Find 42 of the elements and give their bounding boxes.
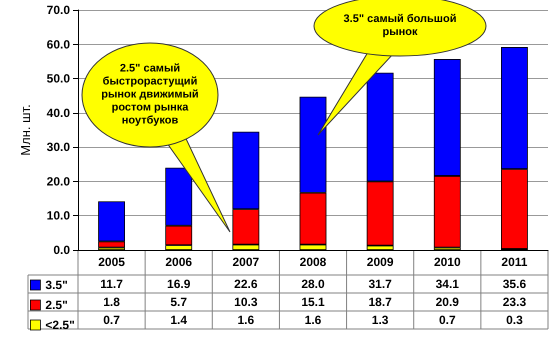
data-label: 11.7: [100, 277, 124, 291]
data-label: 1.6: [238, 313, 255, 327]
annotation: 2.5" самый быстрорастущий рынок движимый ростом рынка ноутбуков: [100, 62, 200, 128]
data-label: 0.7: [103, 313, 120, 327]
annotation: 3.5" самый большой рынок: [342, 13, 458, 39]
data-label: 15.1: [301, 295, 325, 309]
x-tick-label: 2009: [366, 255, 394, 269]
legend-label: <2.5": [45, 318, 75, 332]
x-tick-label: 2006: [165, 255, 192, 269]
x-tick-label: 2005: [98, 255, 126, 269]
y-tick-label: 60.0: [46, 37, 70, 52]
data-label: 10.3: [234, 295, 258, 309]
y-tick-label: 40.0: [46, 106, 70, 120]
data-label: 20.9: [436, 295, 460, 309]
y-axis-title: Млн. шт.: [18, 104, 33, 156]
x-tick-label: 2011: [501, 255, 528, 269]
data-label: 0.7: [438, 313, 456, 327]
data-label: 1.4: [170, 313, 188, 327]
data-label: 35.6: [502, 277, 526, 291]
data-label: 1.3: [372, 313, 389, 327]
y-tick-label: 30.0: [46, 140, 70, 154]
data-label: 1.6: [304, 313, 322, 327]
y-tick-label: 10.0: [46, 208, 70, 223]
y-tick-label: 0.0: [53, 243, 70, 257]
data-label: 16.9: [167, 277, 191, 291]
y-tick-label: 50.0: [46, 72, 70, 86]
legend-label: 2.5": [45, 298, 68, 312]
x-tick-label: 2008: [300, 255, 327, 269]
x-tick-label: 2010: [434, 255, 461, 269]
data-label: 23.3: [502, 295, 526, 309]
data-label: 28.0: [301, 277, 325, 291]
data-label: 31.7: [368, 277, 392, 291]
data-label: 5.7: [170, 295, 188, 309]
y-tick-label: 20.0: [46, 174, 70, 188]
data-label: 1.8: [103, 295, 120, 309]
y-tick-label: 70.0: [46, 3, 70, 17]
x-tick-label: 2007: [232, 255, 260, 269]
legend-label: 3.5": [45, 278, 68, 292]
data-label: 18.7: [368, 295, 392, 309]
data-label: 22.6: [234, 277, 258, 291]
data-label: 0.3: [506, 313, 524, 327]
data-label: 34.1: [436, 277, 460, 291]
